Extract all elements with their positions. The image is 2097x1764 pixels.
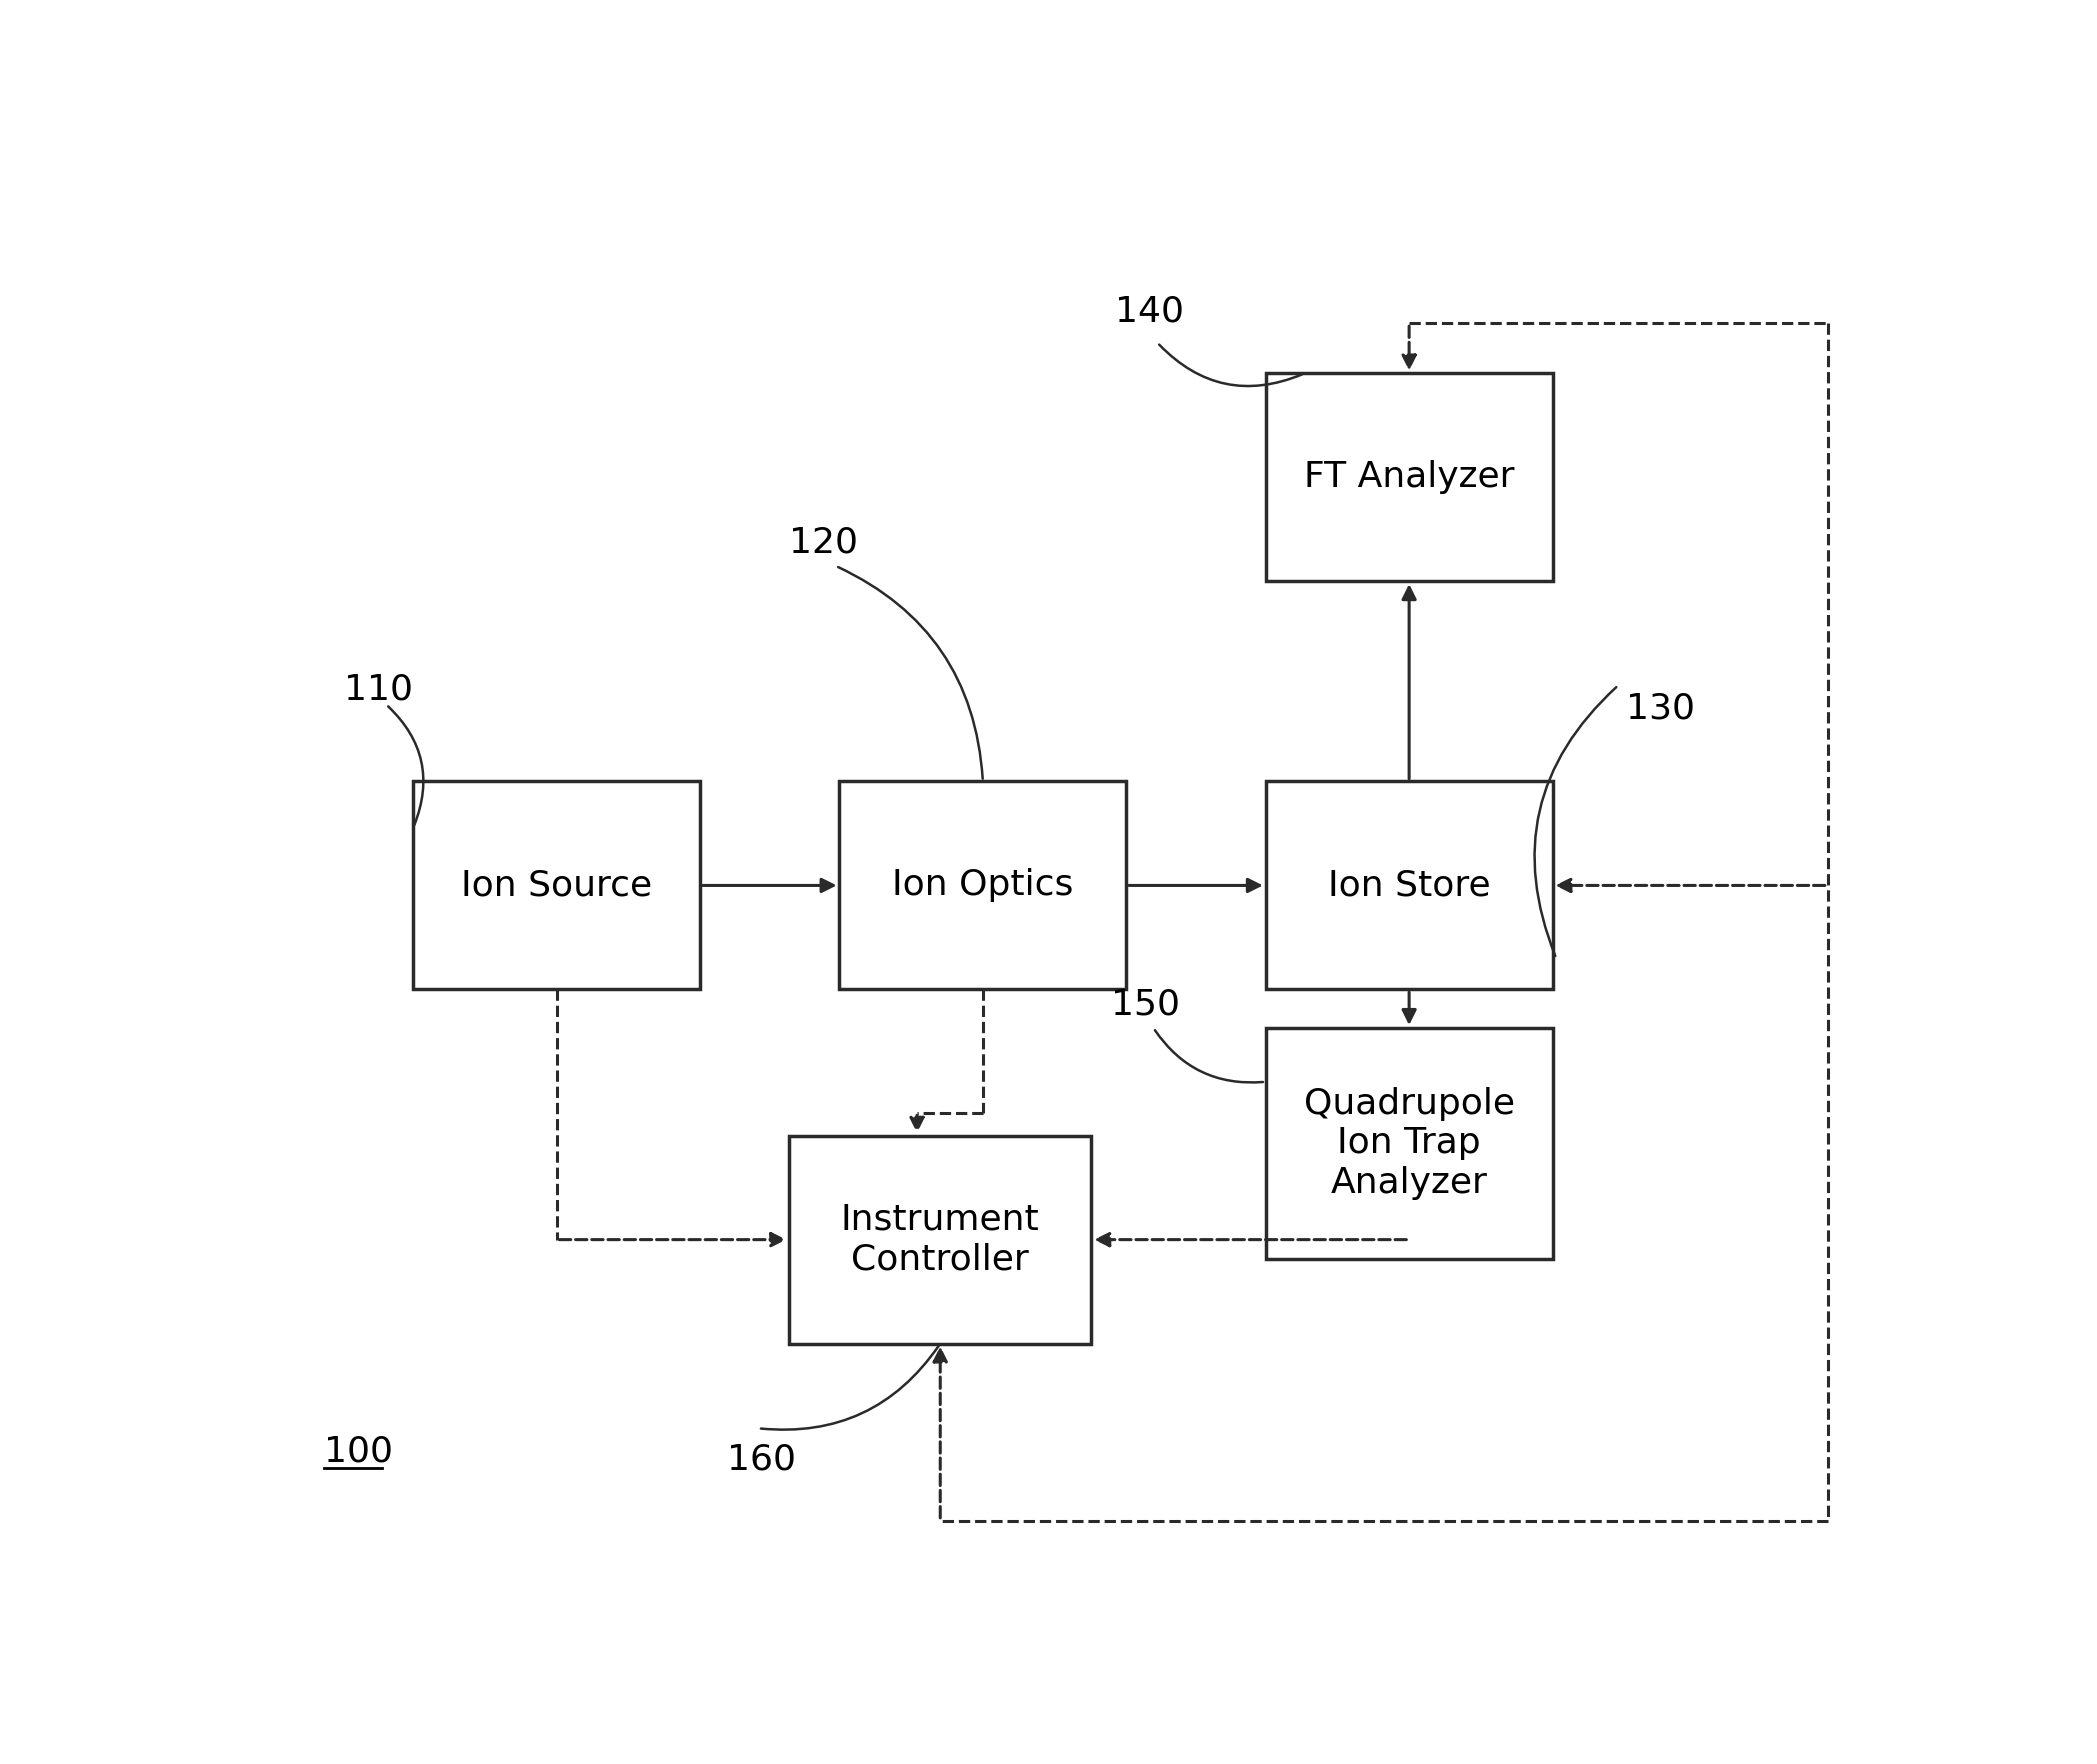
Text: Ion Optics: Ion Optics bbox=[891, 868, 1074, 903]
Text: 150: 150 bbox=[1111, 988, 1181, 1021]
Bar bbox=[788, 1136, 1090, 1344]
Text: 160: 160 bbox=[728, 1443, 797, 1476]
Text: Ion Store: Ion Store bbox=[1327, 868, 1491, 903]
Bar bbox=[1267, 781, 1552, 990]
Text: Ion Source: Ion Source bbox=[461, 868, 652, 903]
Text: 120: 120 bbox=[788, 526, 858, 559]
Bar bbox=[413, 781, 700, 990]
Bar bbox=[839, 781, 1126, 990]
Bar bbox=[1267, 1028, 1552, 1259]
Text: 130: 130 bbox=[1625, 691, 1694, 725]
Text: 140: 140 bbox=[1116, 295, 1183, 328]
Text: Quadrupole
Ion Trap
Analyzer: Quadrupole Ion Trap Analyzer bbox=[1304, 1087, 1514, 1200]
Bar bbox=[1267, 374, 1552, 582]
Text: 100: 100 bbox=[325, 1434, 392, 1468]
Text: Instrument
Controller: Instrument Controller bbox=[841, 1203, 1040, 1277]
Text: 110: 110 bbox=[344, 672, 413, 706]
Text: FT Analyzer: FT Analyzer bbox=[1304, 460, 1514, 494]
